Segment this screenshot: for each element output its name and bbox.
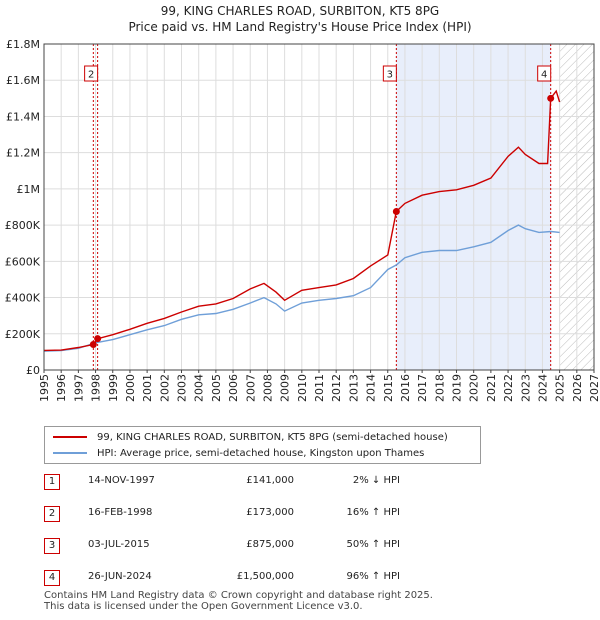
transaction-row: 2 16-FEB-1998 £173,000 16% ↑ HPI <box>44 506 444 522</box>
property-price-line <box>43 89 561 352</box>
x-tick-label: 2025 <box>554 374 567 402</box>
y-tick-label: £1.8M <box>6 38 40 51</box>
y-tick-label: £1.6M <box>6 74 40 87</box>
transaction-price: £141,000 <box>246 475 294 486</box>
transaction-hpi: 2% ↓ HPI <box>352 475 400 486</box>
marker-badge <box>382 65 397 82</box>
transaction-badge: 3 <box>44 538 60 554</box>
marker-label: 4 <box>541 70 547 81</box>
y-tick-label: £600K <box>5 255 41 268</box>
transaction-badge: 2 <box>44 506 60 522</box>
transaction-hpi: 50% ↑ HPI <box>346 539 400 550</box>
x-tick-label: 2005 <box>210 374 223 402</box>
transaction-badge: 4 <box>44 570 60 586</box>
chart-subtitle: Price paid vs. HM Land Registry's House … <box>128 20 472 34</box>
transaction-date: 03-JUL-2015 <box>88 539 150 550</box>
transaction-hpi: 96% ↑ HPI <box>346 571 400 582</box>
y-tick-label: £1M <box>17 183 41 196</box>
transaction-price: £1,500,000 <box>236 571 294 582</box>
y-tick-label: £0 <box>26 364 40 377</box>
y-tick-label: £1.2M <box>6 147 40 160</box>
legend: 99, KING CHARLES ROAD, SURBITON, KT5 8PG… <box>44 426 481 464</box>
transaction-point <box>94 335 102 343</box>
price-chart: 2 3 4 £0 £200K £400K £600K £800K £1M £1.2M £1.4M £… <box>5 38 600 402</box>
transaction-price: £875,000 <box>246 539 294 550</box>
x-tick-label: 1997 <box>72 374 85 402</box>
x-tick-label: 1998 <box>90 374 103 402</box>
x-tick-label: 2007 <box>244 374 257 402</box>
x-tick-label: 2027 <box>588 374 600 402</box>
x-tick-label: 2023 <box>519 374 532 402</box>
x-tick-label: 2012 <box>330 374 343 402</box>
legend-swatch-property <box>53 436 87 438</box>
transaction-price: £173,000 <box>246 507 294 518</box>
transaction-hpi: 16% ↑ HPI <box>346 507 400 518</box>
legend-label-property: 99, KING CHARLES ROAD, SURBITON, KT5 8PG… <box>97 431 448 443</box>
footer-line1: Contains HM Land Registry data © Crown c… <box>44 590 433 601</box>
x-tick-label: 2022 <box>502 374 515 402</box>
transaction-point <box>89 340 97 348</box>
x-tick-label: 2001 <box>141 374 154 402</box>
x-tick-label: 2020 <box>468 374 481 402</box>
x-tick-label: 2021 <box>485 374 498 402</box>
x-tick-label: 2009 <box>279 374 292 402</box>
x-tick-label: 2013 <box>347 374 360 402</box>
hpi-line <box>43 224 560 352</box>
marker-label: 2 <box>88 70 94 81</box>
x-tick-label: 2006 <box>227 374 240 402</box>
transaction-row: 1 14-NOV-1997 £141,000 2% ↓ HPI <box>44 474 444 490</box>
legend-item-hpi: HPI: Average price, semi-detached house,… <box>53 446 424 460</box>
marker-label: 3 <box>387 70 393 81</box>
x-tick-label: 2002 <box>158 374 171 402</box>
x-tick-label: 2018 <box>433 374 446 402</box>
transaction-date: 26-JUN-2024 <box>88 571 152 582</box>
x-tick-label: 2003 <box>176 374 189 402</box>
transaction-row: 4 26-JUN-2024 £1,500,000 96% ↑ HPI <box>44 570 444 586</box>
transaction-badge: 1 <box>44 474 60 490</box>
x-tick-label: 2016 <box>399 374 412 402</box>
footer-line2: This data is licensed under the Open Gov… <box>44 601 363 612</box>
y-tick-label: £400K <box>5 292 41 305</box>
x-tick-label: 2026 <box>571 374 584 402</box>
x-tick-label: 2019 <box>451 374 464 402</box>
x-tick-label: 2011 <box>313 374 326 402</box>
x-tick-label: 2024 <box>536 374 549 402</box>
x-tick-label: 1996 <box>55 374 68 402</box>
x-tick-label: 1999 <box>107 374 120 402</box>
y-tick-label: £200K <box>5 328 41 341</box>
legend-item-property: 99, KING CHARLES ROAD, SURBITON, KT5 8PG… <box>53 430 448 444</box>
y-tick-label: £1.4M <box>6 110 40 123</box>
marker-badge <box>537 65 552 82</box>
x-tick-label: 2015 <box>382 374 395 402</box>
footer: Contains HM Land Registry data © Crown c… <box>44 590 433 612</box>
transaction-date: 14-NOV-1997 <box>88 475 155 486</box>
x-tick-label: 2008 <box>261 374 274 402</box>
x-tick-label: 2004 <box>193 374 206 402</box>
marker-badge <box>84 65 99 82</box>
transaction-point <box>392 208 400 216</box>
y-tick-label: £800K <box>5 219 41 232</box>
legend-label-hpi: HPI: Average price, semi-detached house,… <box>97 447 425 459</box>
transaction-point <box>547 94 555 102</box>
legend-swatch-hpi <box>53 452 87 454</box>
transaction-row: 3 03-JUL-2015 £875,000 50% ↑ HPI <box>44 538 444 554</box>
x-tick-label: 1995 <box>38 374 51 402</box>
x-tick-label: 2017 <box>416 374 429 402</box>
transaction-date: 16-FEB-1998 <box>88 507 153 518</box>
x-tick-label: 2010 <box>296 374 309 402</box>
x-tick-label: 2000 <box>124 374 137 402</box>
x-tick-label: 2014 <box>365 374 378 402</box>
chart-title: 99, KING CHARLES ROAD, SURBITON, KT5 8PG <box>160 4 440 18</box>
